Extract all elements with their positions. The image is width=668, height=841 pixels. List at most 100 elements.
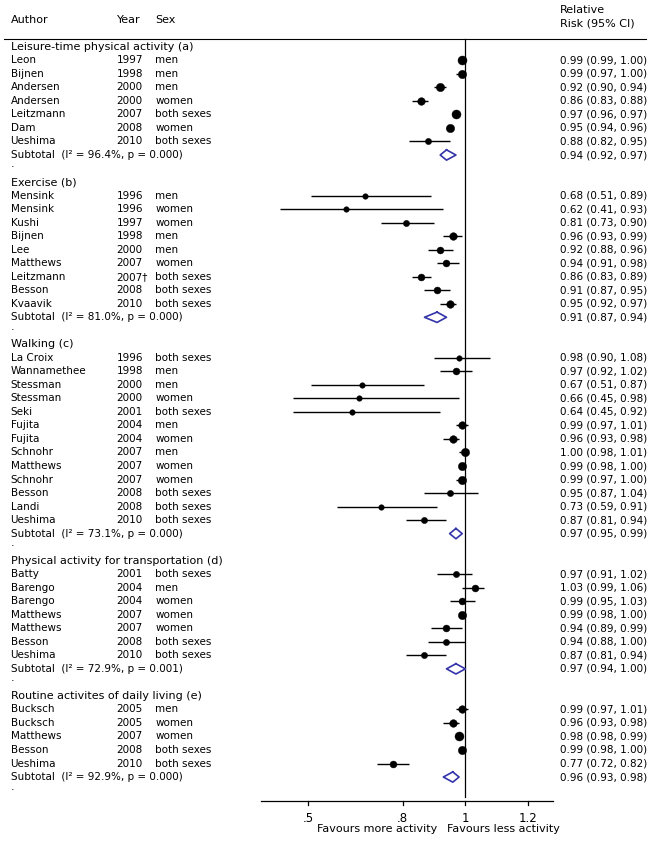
Text: Besson: Besson: [11, 488, 48, 498]
Text: 1997: 1997: [117, 218, 143, 228]
Text: men: men: [155, 420, 178, 431]
Text: both sexes: both sexes: [155, 285, 212, 295]
Text: Schnohr: Schnohr: [11, 474, 53, 484]
Text: men: men: [155, 69, 178, 79]
Text: .8: .8: [397, 812, 408, 824]
Text: women: women: [155, 610, 193, 620]
Text: Wannamethee: Wannamethee: [11, 367, 86, 377]
Text: Matthews: Matthews: [11, 258, 61, 268]
Text: 2007: 2007: [117, 461, 143, 471]
Text: women: women: [155, 434, 193, 444]
Text: Bucksch: Bucksch: [11, 718, 54, 728]
Text: 2007: 2007: [117, 610, 143, 620]
Text: men: men: [155, 82, 178, 93]
Text: 0.81 (0.73, 0.90): 0.81 (0.73, 0.90): [560, 218, 647, 228]
Text: both sexes: both sexes: [155, 136, 212, 146]
Text: Year: Year: [117, 15, 140, 25]
Text: 2005: 2005: [117, 718, 143, 728]
Text: Walking (c): Walking (c): [11, 339, 73, 349]
Text: women: women: [155, 394, 193, 404]
Text: women: women: [155, 474, 193, 484]
Text: women: women: [155, 258, 193, 268]
Text: 2007: 2007: [117, 474, 143, 484]
Text: 0.96 (0.93, 0.99): 0.96 (0.93, 0.99): [560, 231, 647, 241]
Text: 2010: 2010: [117, 299, 143, 309]
Text: Bijnen: Bijnen: [11, 69, 43, 79]
Text: Besson: Besson: [11, 745, 48, 755]
Text: Subtotal  (I² = 73.1%, p = 0.000): Subtotal (I² = 73.1%, p = 0.000): [11, 529, 182, 538]
Text: both sexes: both sexes: [155, 299, 212, 309]
Text: 0.73 (0.59, 0.91): 0.73 (0.59, 0.91): [560, 501, 647, 511]
Text: 1996: 1996: [117, 191, 143, 200]
Text: Ueshima: Ueshima: [11, 515, 56, 525]
Text: 2000: 2000: [117, 82, 143, 93]
Text: 0.97 (0.95, 0.99): 0.97 (0.95, 0.99): [560, 529, 647, 538]
Text: 0.97 (0.92, 1.02): 0.97 (0.92, 1.02): [560, 367, 647, 377]
Text: 0.97 (0.91, 1.02): 0.97 (0.91, 1.02): [560, 569, 647, 579]
Text: 0.86 (0.83, 0.88): 0.86 (0.83, 0.88): [560, 96, 647, 106]
Text: 0.88 (0.82, 0.95): 0.88 (0.82, 0.95): [560, 136, 647, 146]
Text: 2000: 2000: [117, 380, 143, 390]
Text: 0.98 (0.98, 0.99): 0.98 (0.98, 0.99): [560, 732, 647, 742]
Text: 2001: 2001: [117, 569, 143, 579]
Text: 2008: 2008: [117, 285, 143, 295]
Text: 0.67 (0.51, 0.87): 0.67 (0.51, 0.87): [560, 380, 647, 390]
Text: 0.98 (0.90, 1.08): 0.98 (0.90, 1.08): [560, 353, 647, 362]
Text: Stessman: Stessman: [11, 394, 62, 404]
Text: 0.94 (0.91, 0.98): 0.94 (0.91, 0.98): [560, 258, 647, 268]
Text: 2007: 2007: [117, 732, 143, 742]
Text: Leitzmann: Leitzmann: [11, 109, 65, 119]
Text: Schnohr: Schnohr: [11, 447, 53, 458]
Text: Mensink: Mensink: [11, 204, 53, 214]
Text: Author: Author: [11, 15, 48, 25]
Text: 1998: 1998: [117, 367, 143, 377]
Text: 2010: 2010: [117, 515, 143, 525]
Text: 1997: 1997: [117, 56, 143, 66]
Text: 2007: 2007: [117, 447, 143, 458]
Text: 2010: 2010: [117, 136, 143, 146]
Text: Besson: Besson: [11, 637, 48, 647]
Text: Kvaavik: Kvaavik: [11, 299, 51, 309]
Text: Relative
Risk (95% CI): Relative Risk (95% CI): [560, 6, 635, 29]
Text: men: men: [155, 367, 178, 377]
Text: Favours more activity: Favours more activity: [317, 824, 438, 834]
Text: men: men: [155, 191, 178, 200]
Text: Subtotal  (I² = 92.9%, p = 0.000): Subtotal (I² = 92.9%, p = 0.000): [11, 772, 182, 782]
Text: 0.66 (0.45, 0.98): 0.66 (0.45, 0.98): [560, 394, 647, 404]
Text: .: .: [11, 538, 14, 548]
Text: 2008: 2008: [117, 123, 143, 133]
Text: men: men: [155, 231, 178, 241]
Text: both sexes: both sexes: [155, 353, 212, 362]
Text: men: men: [155, 583, 178, 593]
Text: 1998: 1998: [117, 231, 143, 241]
Text: both sexes: both sexes: [155, 272, 212, 282]
Text: women: women: [155, 718, 193, 728]
Text: 2000: 2000: [117, 394, 143, 404]
Text: Ueshima: Ueshima: [11, 759, 56, 769]
Text: 0.95 (0.94, 0.96): 0.95 (0.94, 0.96): [560, 123, 647, 133]
Text: .5: .5: [303, 812, 314, 824]
Text: both sexes: both sexes: [155, 759, 212, 769]
Text: Barengo: Barengo: [11, 596, 54, 606]
Text: Landi: Landi: [11, 501, 39, 511]
Text: Lee: Lee: [11, 245, 29, 255]
Text: women: women: [155, 461, 193, 471]
Polygon shape: [424, 312, 446, 322]
Text: both sexes: both sexes: [155, 109, 212, 119]
Text: 0.96 (0.93, 0.98): 0.96 (0.93, 0.98): [560, 772, 647, 782]
Text: Besson: Besson: [11, 285, 48, 295]
Text: 2000: 2000: [117, 245, 143, 255]
Text: Subtotal  (I² = 96.4%, p = 0.000): Subtotal (I² = 96.4%, p = 0.000): [11, 150, 182, 160]
Text: 2008: 2008: [117, 745, 143, 755]
Text: men: men: [155, 380, 178, 390]
Text: 0.94 (0.89, 0.99): 0.94 (0.89, 0.99): [560, 623, 647, 633]
Text: Barengo: Barengo: [11, 583, 54, 593]
Text: men: men: [155, 705, 178, 714]
Text: women: women: [155, 123, 193, 133]
Text: .: .: [11, 322, 14, 331]
Text: women: women: [155, 732, 193, 742]
Text: 0.94 (0.88, 1.00): 0.94 (0.88, 1.00): [560, 637, 647, 647]
Text: 0.86 (0.83, 0.89): 0.86 (0.83, 0.89): [560, 272, 647, 282]
Text: Ueshima: Ueshima: [11, 136, 56, 146]
Text: Ueshima: Ueshima: [11, 650, 56, 660]
